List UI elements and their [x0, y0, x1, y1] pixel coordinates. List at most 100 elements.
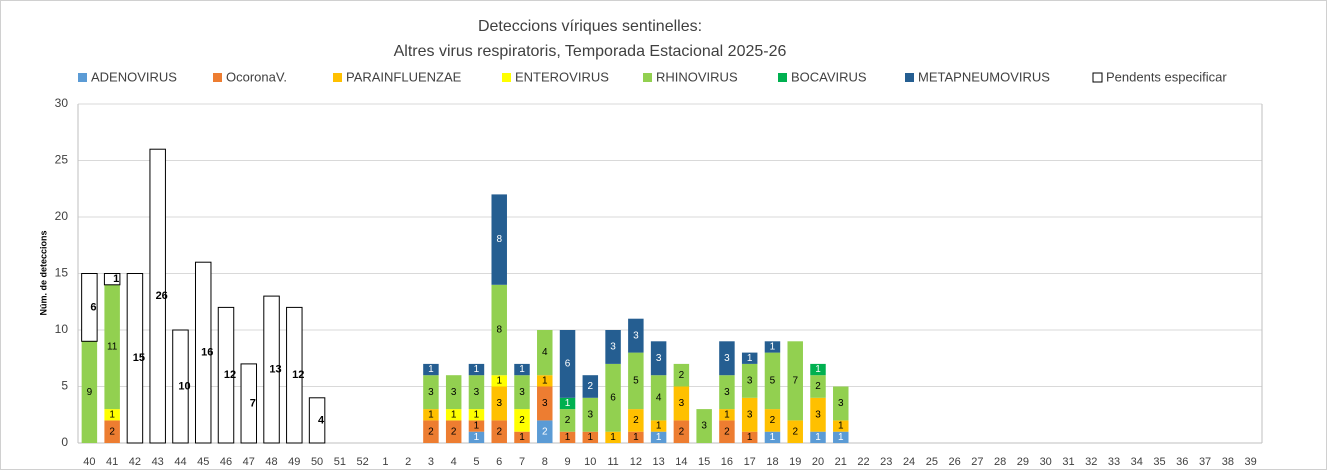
x-tick-label: 29	[1017, 456, 1029, 468]
data-label: 4	[318, 414, 325, 426]
data-label: 1	[474, 409, 480, 420]
x-tick-label: 41	[106, 456, 118, 468]
data-label: 2	[770, 415, 776, 426]
data-label: 1	[656, 421, 662, 432]
x-tick-label: 16	[721, 456, 733, 468]
bar-segment	[81, 273, 98, 342]
legend-label: PARAINFLUENZAE	[346, 69, 462, 84]
data-label: 1	[428, 364, 434, 375]
y-tick-label: 10	[55, 322, 69, 336]
x-tick-label: 32	[1085, 456, 1097, 468]
bar-segment	[491, 375, 507, 387]
x-tick-label: 6	[496, 456, 502, 468]
x-tick-label: 37	[1199, 456, 1211, 468]
x-tick-label: 1	[382, 456, 388, 468]
bar-segment	[445, 409, 462, 421]
data-label: 1	[451, 409, 457, 420]
data-label: 2	[451, 426, 457, 437]
data-label: 1	[474, 364, 480, 375]
data-label: 2	[542, 426, 548, 437]
bar-segment	[719, 375, 735, 410]
data-label: 11	[107, 342, 118, 353]
bar-segment	[628, 409, 644, 432]
data-label: 3	[679, 398, 685, 409]
x-tick-label: 35	[1153, 456, 1165, 468]
bar-segment	[650, 341, 667, 376]
bar-segment	[468, 420, 485, 432]
data-label: 2	[679, 370, 685, 381]
data-label: 10	[178, 380, 190, 392]
x-tick-label: 4	[451, 456, 457, 468]
data-label: 3	[474, 387, 480, 398]
bar-segment	[810, 375, 826, 398]
data-label: 1	[113, 273, 119, 285]
x-tick-label: 7	[519, 456, 525, 468]
y-tick-label: 30	[55, 96, 69, 110]
data-label: 8	[496, 234, 502, 245]
bar-segment	[605, 330, 621, 364]
bar-segment	[491, 194, 507, 285]
x-tick-label: 11	[607, 456, 618, 468]
bar-segment	[582, 431, 599, 443]
bar-segment	[103, 273, 121, 286]
bar-segment	[605, 431, 621, 443]
x-tick-label: 22	[857, 456, 869, 468]
chart-title: Deteccions víriques sentinelles:	[478, 18, 702, 35]
bar-segment	[104, 284, 120, 410]
data-label: 8	[496, 325, 502, 336]
bar-segment	[491, 386, 507, 421]
bar-segment	[559, 397, 576, 410]
data-label: 3	[451, 387, 457, 398]
x-tick-label: 36	[1176, 456, 1188, 468]
bar-segment	[673, 420, 690, 443]
bar-segment	[810, 397, 826, 432]
data-label: 1	[542, 375, 548, 386]
data-label: 2	[724, 426, 730, 437]
bar-segment	[423, 375, 439, 410]
data-label: 2	[792, 426, 798, 437]
data-label: 2	[109, 426, 115, 437]
x-tick-label: 42	[129, 456, 141, 468]
bar-segment	[764, 431, 781, 443]
bar-segment	[650, 420, 667, 432]
legend-label: OcoronaV.	[226, 69, 287, 84]
bar-segment	[491, 420, 507, 443]
x-tick-label: 23	[880, 456, 892, 468]
bar-segment	[719, 341, 735, 376]
data-label: 3	[701, 421, 707, 432]
bar-segment	[719, 420, 735, 443]
x-tick-label: 30	[1040, 456, 1052, 468]
data-label: 6	[610, 392, 616, 403]
data-label: 1	[109, 409, 115, 420]
bar-segment	[650, 431, 667, 443]
bar-segment	[81, 341, 98, 443]
bar-segment	[514, 431, 530, 443]
bar-segment	[240, 363, 258, 444]
legend-label: ENTEROVIRUS	[515, 69, 609, 84]
bar-segment	[514, 363, 530, 376]
bar-segment	[787, 420, 803, 443]
y-tick-label: 25	[55, 153, 69, 167]
bar-segment	[194, 261, 212, 444]
data-label: 3	[610, 342, 616, 353]
data-label: 1	[474, 432, 480, 443]
x-tick-label: 44	[174, 456, 186, 468]
legend-swatch	[502, 73, 511, 82]
x-tick-label: 43	[152, 456, 164, 468]
legend-swatch	[1092, 72, 1103, 83]
bar-segment	[696, 409, 712, 443]
bar-segment	[445, 375, 462, 410]
data-label: 3	[724, 353, 730, 364]
data-label: 2	[519, 415, 525, 426]
bar-segment	[468, 431, 485, 443]
bar-segment	[217, 306, 235, 444]
y-tick-label: 20	[55, 209, 69, 223]
x-tick-label: 45	[197, 456, 209, 468]
bar-segment	[719, 409, 735, 421]
bar-segment	[491, 284, 507, 376]
data-label: 3	[747, 409, 753, 420]
x-tick-label: 31	[1062, 456, 1074, 468]
bar-segment	[559, 330, 576, 398]
bar-segment	[810, 363, 826, 376]
